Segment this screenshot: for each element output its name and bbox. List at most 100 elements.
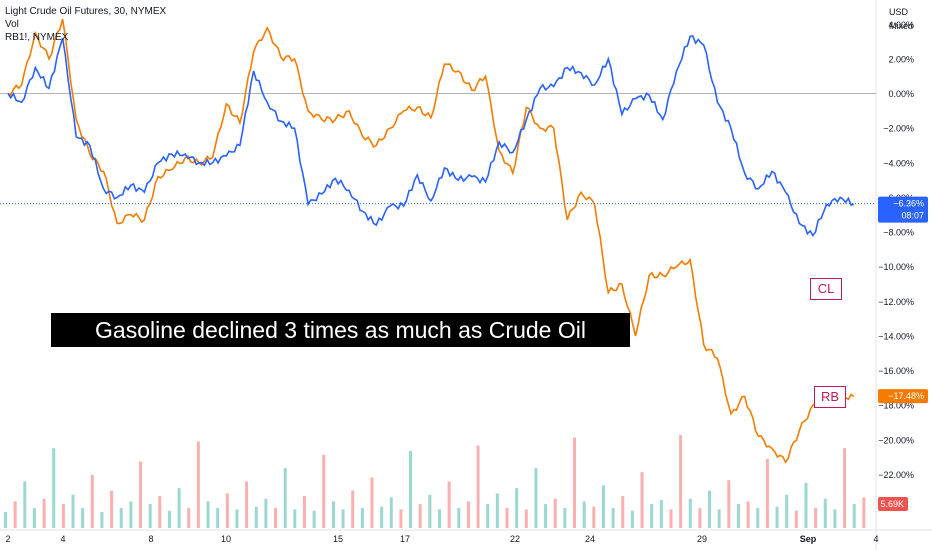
volume-bar (428, 494, 432, 528)
volume-bar (42, 498, 46, 528)
volume-bar (322, 454, 326, 528)
rb-tag-label: RB (814, 386, 846, 408)
volume-bar (862, 497, 866, 528)
volume-bar (727, 480, 731, 528)
volume-bar (264, 498, 268, 528)
x-tick-label: Sep (800, 534, 817, 544)
volume-bar (669, 509, 673, 528)
y-tick-label: −4.00% (883, 158, 914, 168)
volume-bar (167, 510, 171, 528)
volume-bar (794, 510, 798, 528)
legend-main-symbol[interactable]: Light Crude Oil Futures, 30, NYMEX (5, 6, 167, 17)
volume-bar (331, 501, 335, 528)
scale-mode-label: Mixed (889, 21, 914, 31)
volume-bar (235, 509, 239, 528)
volume-bar (505, 508, 509, 528)
volume-bar (756, 508, 760, 528)
volume-bar (698, 508, 702, 528)
cl-price-countdown: 08:07 (901, 211, 924, 221)
volume-bar (225, 493, 229, 528)
volume-bar (563, 508, 567, 528)
currency-label: USD (889, 7, 909, 17)
volume-bar (52, 448, 56, 528)
y-tick-label: −14.00% (878, 331, 914, 341)
volume-bar (544, 504, 548, 528)
volume-bar (630, 510, 634, 528)
volume-bar (843, 448, 847, 528)
volume-bar (679, 434, 683, 528)
volume-bar (129, 501, 133, 528)
volume-bar (659, 500, 663, 528)
x-tick-label: 10 (221, 534, 231, 544)
volume-bar (158, 496, 162, 528)
volume-bar (553, 498, 557, 528)
volume-bar (293, 509, 297, 528)
volume-bar (785, 494, 789, 528)
x-tick-label: 2 (5, 534, 10, 544)
volume-bar (206, 501, 210, 528)
y-tick-label: −8.00% (883, 228, 914, 238)
volume-bar (187, 508, 191, 528)
volume-bar (611, 508, 615, 528)
volume-bar (312, 510, 316, 528)
volume-bar (765, 458, 769, 528)
volume-badge (878, 497, 908, 511)
y-tick-label: 4.00% (888, 20, 914, 30)
volume-bar (688, 498, 692, 528)
volume-bar (71, 494, 75, 528)
volume-bar (100, 512, 104, 528)
volume-bar (476, 445, 480, 528)
volume-bar (852, 504, 856, 528)
volume-bar (814, 508, 818, 528)
volume-bar (466, 501, 470, 528)
x-tick-label: 22 (510, 534, 520, 544)
volume-bar (524, 509, 528, 528)
volume-bar (775, 506, 779, 528)
volume-bar (110, 490, 114, 528)
volume-bar (399, 509, 403, 528)
volume-bar (148, 504, 152, 528)
y-tick-label: −18.00% (878, 401, 914, 411)
volume-bar (274, 508, 278, 528)
volume-bar (302, 496, 306, 528)
y-tick-label: −2.00% (883, 124, 914, 134)
legend-volume[interactable]: Vol (5, 19, 19, 30)
x-tick-label: 4 (873, 534, 878, 544)
chart-legend: Light Crude Oil Futures, 30, NYMEX Vol R… (5, 5, 166, 44)
rb-series-line[interactable] (7, 18, 855, 464)
price-scale-header[interactable]: USD Mixed (889, 5, 913, 33)
volume-bar (23, 481, 27, 528)
volume-bar (823, 498, 827, 528)
volume-bar (457, 508, 461, 528)
y-tick-label: 0.00% (888, 89, 914, 99)
cl-price-badge (878, 196, 928, 223)
volume-bar (746, 501, 750, 528)
volume-bar (621, 496, 625, 528)
volume-bar (573, 437, 577, 528)
x-tick-label: 15 (333, 534, 343, 544)
x-tick-label: 29 (697, 534, 707, 544)
cl-series-line[interactable] (7, 35, 855, 237)
volume-bar (515, 488, 519, 528)
plot-area[interactable] (0, 0, 876, 530)
cl-tag-label: CL (810, 278, 842, 300)
volume-bar (833, 509, 837, 528)
volume-bar (389, 497, 393, 528)
legend-compare-symbol[interactable]: RB1!, NYMEX (5, 32, 69, 43)
volume-bar (438, 509, 441, 528)
volume-bar (61, 504, 65, 528)
volume-value: 5.69K (880, 499, 904, 509)
volume-bar (90, 474, 94, 528)
volume-bar (196, 441, 200, 528)
y-tick-label: 2.00% (888, 54, 914, 64)
volume-bar (418, 504, 422, 528)
volume-bar (409, 450, 413, 528)
volume-bar (81, 508, 85, 528)
x-tick-label: 17 (400, 534, 410, 544)
volume-bar (592, 506, 596, 528)
volume-bar (351, 490, 355, 528)
volume-bar (650, 504, 654, 528)
volume-bar (804, 482, 808, 528)
